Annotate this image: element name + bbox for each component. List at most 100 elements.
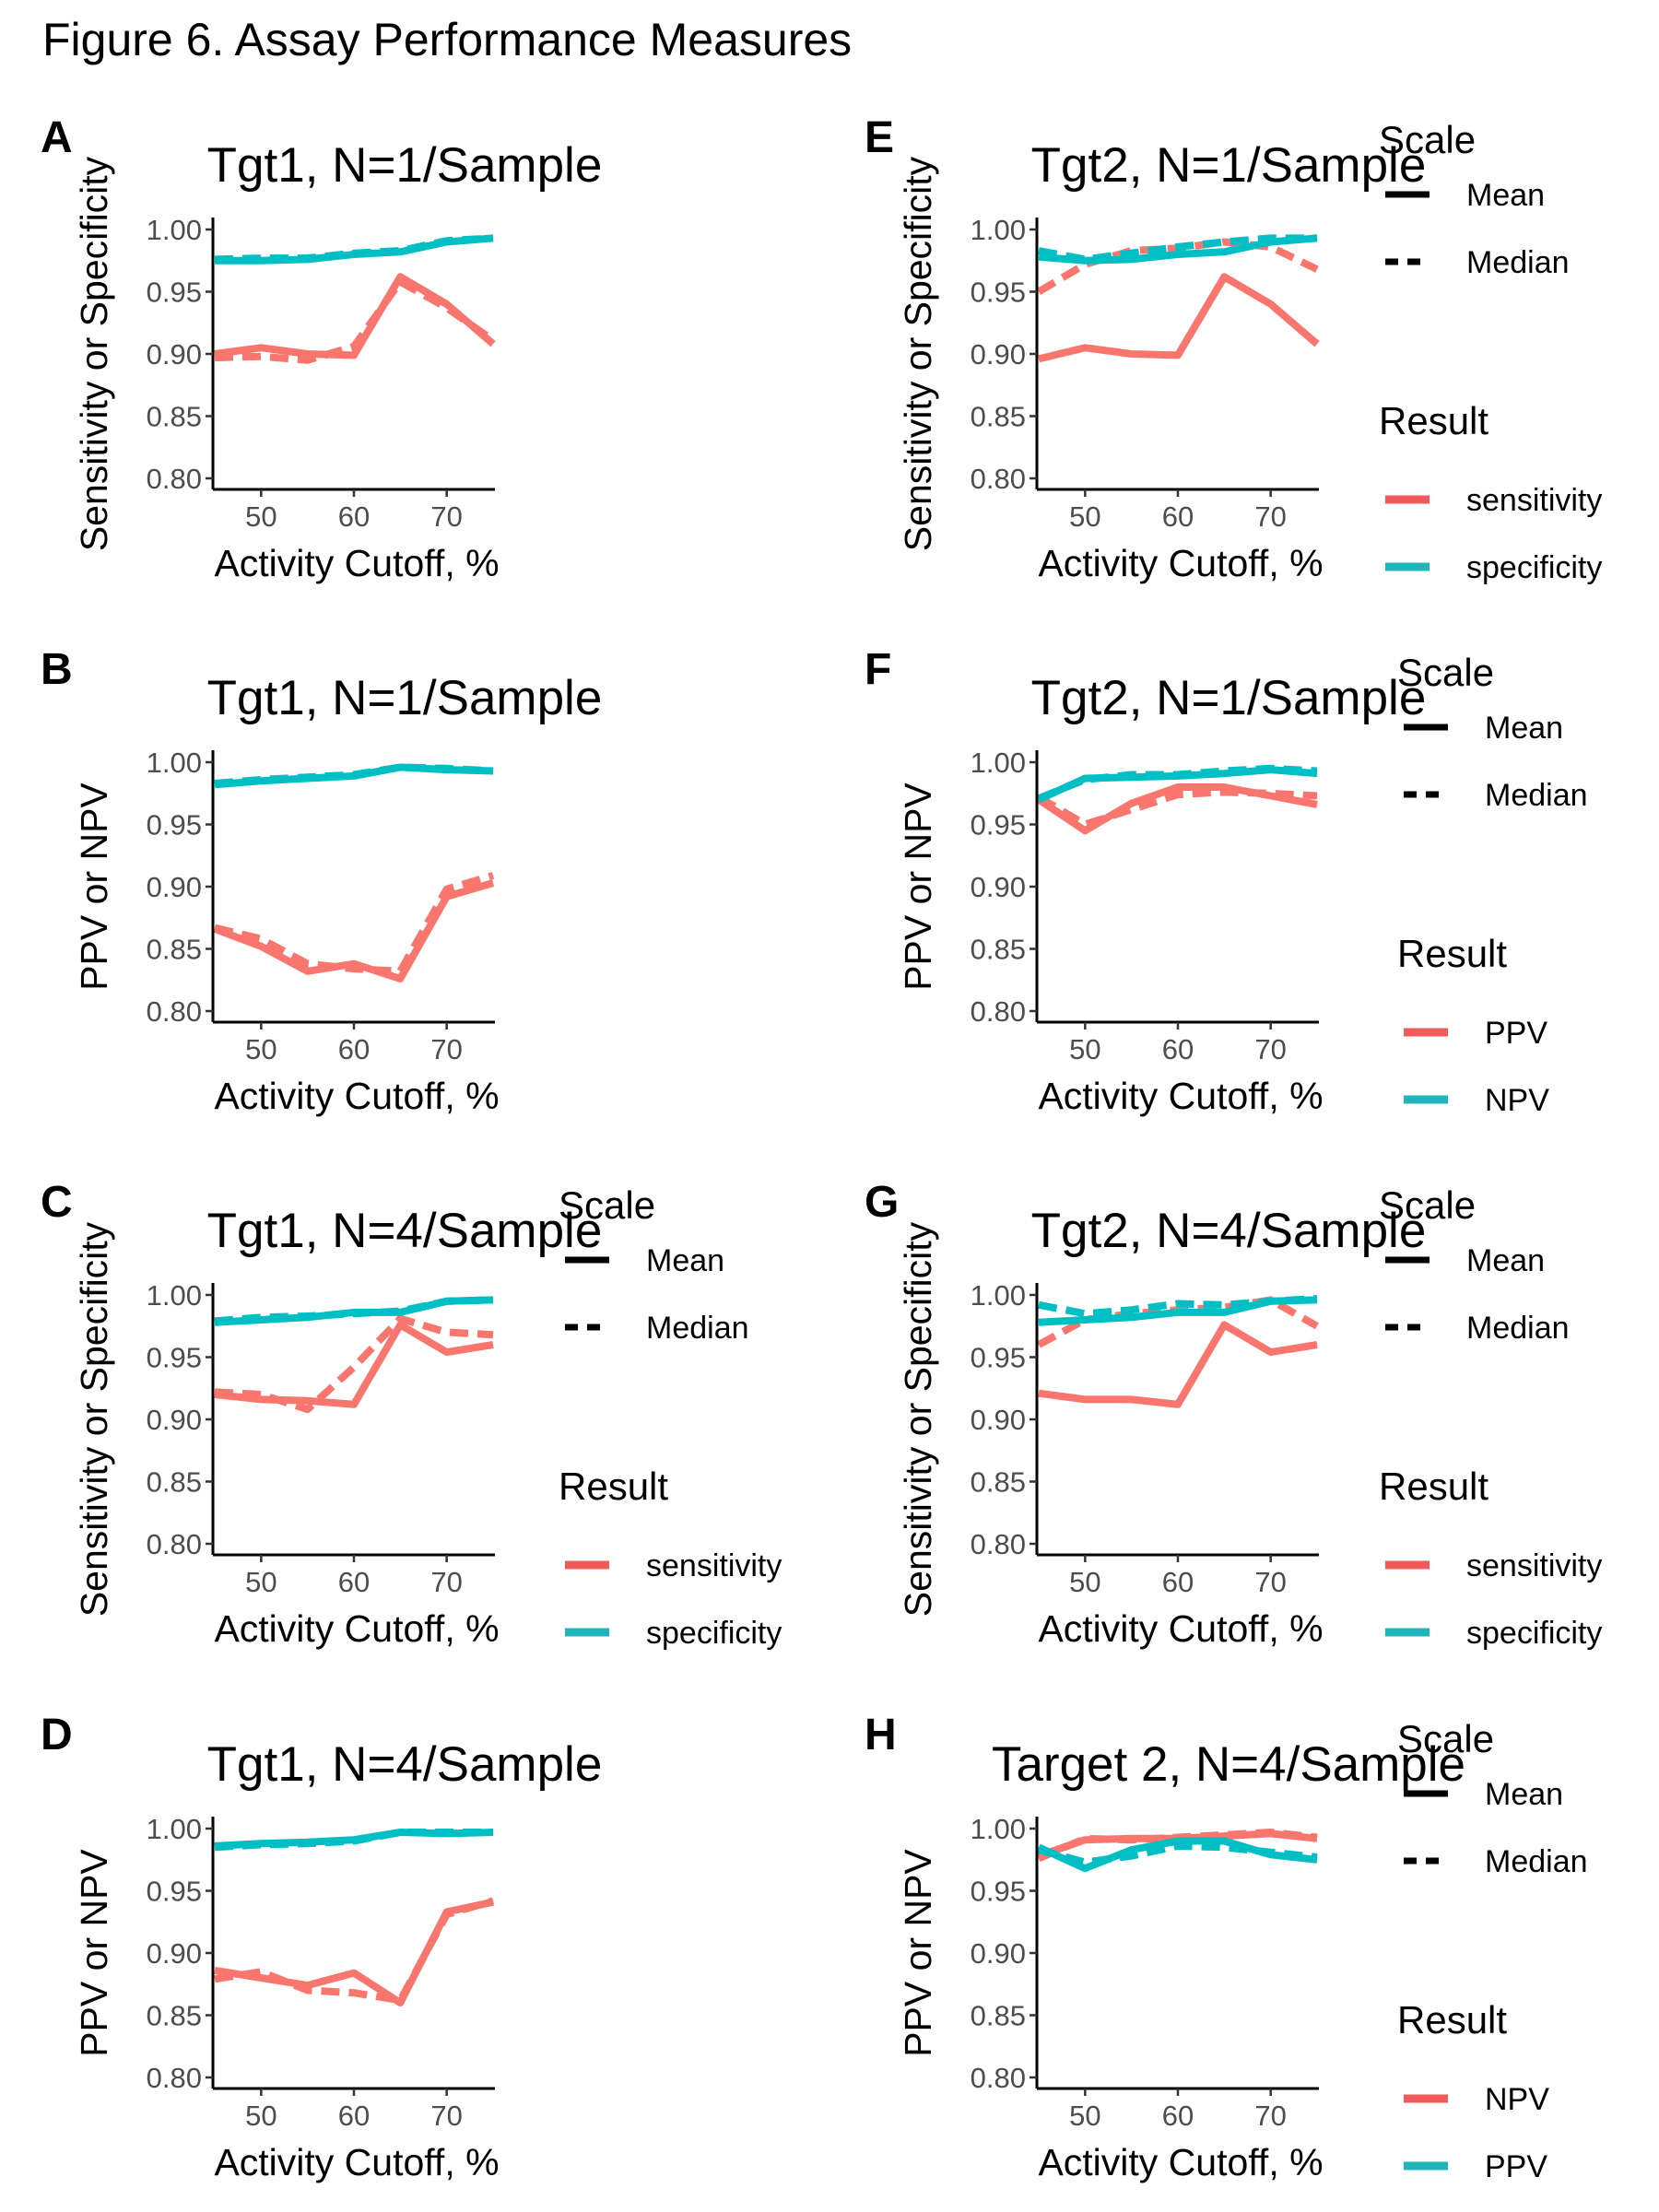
legend-label-sensitivity: sensitivity — [1466, 1548, 1602, 1583]
y-axis-label: PPV or NPV — [897, 782, 939, 991]
series-line-ppv-mean — [213, 879, 495, 982]
panel-a: A Tgt1, N=1/Sample 0.80 0.85 0.90 0.95 1.00 50 6… — [41, 113, 602, 584]
y-tick-label: 0.90 — [971, 871, 1026, 903]
y-axis-label: PPV or NPV — [73, 1849, 115, 2057]
x-axis-label: Activity Cutoff, % — [1038, 1607, 1323, 1650]
y-tick-label: 0.95 — [147, 1342, 202, 1374]
plot-title: Tgt2, N=1/Sample — [1031, 138, 1427, 193]
x-tick-label: 70 — [1254, 2100, 1286, 2132]
y-tick-label: 0.95 — [147, 809, 202, 841]
series-line-sensitivity-median — [214, 1314, 494, 1414]
x-tick-label: 50 — [245, 2100, 276, 2132]
legend-label-mean: Mean — [1466, 178, 1545, 213]
y-tick-label: 0.85 — [147, 934, 202, 966]
x-axis-label: Activity Cutoff, % — [214, 542, 499, 584]
panel-letter: F — [865, 645, 891, 694]
y-tick-label: 0.90 — [147, 1404, 202, 1436]
x-axis-label: Activity Cutoff, % — [214, 2141, 499, 2183]
y-tick-label: 1.00 — [971, 1279, 1026, 1312]
series-line-ppv-median — [214, 1897, 495, 2005]
x-tick-label: 60 — [338, 1566, 370, 1598]
legend-label-specificity: specificity — [646, 1616, 782, 1651]
y-axis-label: Sensitivity or Specificity — [73, 156, 115, 551]
x-axis-label: Activity Cutoff, % — [214, 1075, 499, 1117]
series-line-sensitivity-mean — [214, 273, 496, 359]
legend-title-scale: Scale — [1379, 1183, 1476, 1227]
panel-f: F Tgt2, N=1/Sample 0.80 0.85 0.90 0.95 1.00 50 6… — [865, 645, 1588, 1118]
series-line-npv-median — [1037, 764, 1318, 802]
y-tick-label: 1.00 — [971, 214, 1026, 246]
legend: Scale Mean Median Result NPV PPV — [1397, 1717, 1588, 2184]
figure-title: Figure 6. Assay Performance Measures — [42, 14, 852, 65]
panel-letter: D — [41, 1711, 73, 1759]
panel-letter: C — [41, 1178, 73, 1227]
y-axis-label: PPV or NPV — [897, 1849, 939, 2057]
x-tick-label: 50 — [1069, 1566, 1100, 1598]
legend-title-result: Result — [1379, 1465, 1488, 1508]
x-tick-label: 70 — [1254, 500, 1286, 533]
legend-label-mean: Mean — [1485, 711, 1563, 746]
legend: Scale Mean Median Result sensitivity specific… — [1379, 1183, 1602, 1651]
panel-e: E Tgt2, N=1/Sample 0.80 0.85 0.90 0.95 1.00 50 6… — [865, 113, 1602, 585]
y-tick-label: 0.90 — [147, 338, 202, 371]
x-tick-label: 50 — [1069, 1033, 1100, 1065]
y-tick-label: 0.80 — [147, 1528, 202, 1560]
legend-label-mean: Mean — [1485, 1777, 1563, 1812]
legend-label-npv: NPV — [1485, 1083, 1549, 1118]
legend-label-ppv: PPV — [1485, 1016, 1547, 1051]
y-tick-label: 1.00 — [147, 747, 202, 779]
x-tick-label: 50 — [1069, 2100, 1100, 2132]
legend-panel-c: Scale Mean Median Result sensitivity specific… — [559, 1183, 782, 1651]
x-tick-label: 60 — [338, 2100, 370, 2132]
x-tick-label: 70 — [430, 1566, 462, 1598]
y-tick-label: 0.95 — [971, 1876, 1026, 1908]
x-tick-label: 60 — [1162, 1033, 1194, 1065]
y-axis-label: PPV or NPV — [73, 782, 115, 991]
series-line-ppv-median — [1036, 788, 1318, 829]
y-tick-label: 0.85 — [971, 401, 1026, 433]
series-line-specificity-mean — [1038, 234, 1318, 265]
y-tick-label: 0.80 — [971, 1528, 1026, 1560]
series-line-ppv-mean — [214, 1898, 494, 2006]
legend-label-median: Median — [1466, 245, 1570, 280]
series-line-ppv-median — [214, 872, 495, 975]
y-tick-label: 0.80 — [147, 463, 202, 495]
x-tick-label: 70 — [1254, 1033, 1286, 1065]
y-tick-label: 0.85 — [147, 401, 202, 433]
panel-letter: E — [865, 113, 894, 162]
series-line-specificity-median — [1038, 234, 1317, 264]
legend-label-mean: Mean — [1466, 1243, 1545, 1278]
y-axis-label: Sensitivity or Specificity — [897, 1221, 939, 1617]
x-axis-label: Activity Cutoff, % — [214, 1607, 499, 1650]
plot-title: Tgt1, N=1/Sample — [207, 671, 603, 725]
legend-title-result: Result — [1397, 932, 1507, 975]
series-line-specificity-median — [1038, 1295, 1318, 1318]
y-tick-label: 0.85 — [147, 2000, 202, 2032]
legend-title-scale: Scale — [1397, 1717, 1494, 1760]
legend-label-median: Median — [646, 1311, 749, 1346]
legend-label-npv: NPV — [1485, 2082, 1549, 2117]
panel-h: H Target 2, N=4/Sample 0.80 0.85 0.90 0.95 1.0… — [865, 1711, 1588, 2184]
legend-title-result: Result — [1379, 399, 1488, 442]
y-axis-label: Sensitivity or Specificity — [897, 156, 939, 551]
panel-letter: H — [865, 1711, 897, 1759]
legend-label-median: Median — [1485, 778, 1588, 813]
legend-title-result: Result — [1397, 1998, 1507, 2041]
panel-c: C Tgt1, N=4/Sample 0.80 0.85 0.90 0.95 1.00 50 6… — [41, 1178, 602, 1650]
y-tick-label: 0.95 — [971, 809, 1026, 841]
panel-letter: A — [41, 113, 73, 162]
x-tick-label: 70 — [1254, 1566, 1286, 1598]
legend-title-scale: Scale — [1397, 651, 1494, 694]
plot-title: Tgt2, N=4/Sample — [1031, 1204, 1427, 1258]
legend: Scale Mean Median Result sensitivity specific… — [1379, 118, 1602, 585]
x-tick-label: 60 — [338, 500, 370, 533]
legend-label-mean: Mean — [646, 1243, 724, 1278]
panel-b: B Tgt1, N=1/Sample 0.80 0.85 0.90 0.95 1.00 50 6… — [41, 645, 602, 1117]
plot-title: Tgt1, N=1/Sample — [207, 138, 603, 193]
x-axis-label: Activity Cutoff, % — [1038, 1075, 1323, 1117]
y-tick-label: 0.90 — [971, 1937, 1026, 1970]
series-line-ppv-mean — [1036, 783, 1318, 835]
y-tick-label: 0.80 — [971, 463, 1026, 495]
y-tick-label: 1.00 — [971, 747, 1026, 779]
